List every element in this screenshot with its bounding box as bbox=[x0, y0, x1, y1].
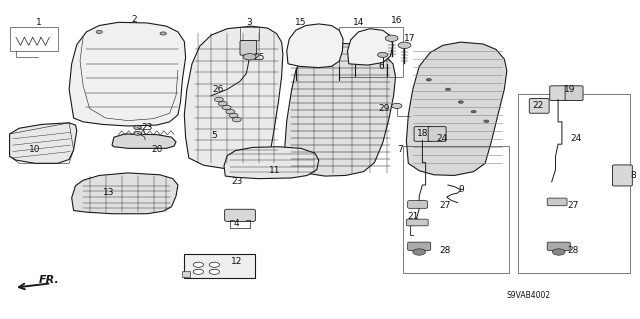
Circle shape bbox=[209, 269, 220, 274]
Polygon shape bbox=[285, 43, 396, 176]
Text: 15: 15 bbox=[295, 18, 307, 27]
Polygon shape bbox=[287, 24, 343, 68]
FancyBboxPatch shape bbox=[612, 165, 632, 186]
Circle shape bbox=[232, 117, 241, 122]
Text: 24: 24 bbox=[570, 134, 582, 143]
FancyBboxPatch shape bbox=[547, 242, 570, 250]
Polygon shape bbox=[69, 22, 186, 126]
Text: 13: 13 bbox=[103, 189, 115, 197]
Text: 2: 2 bbox=[132, 15, 137, 24]
Text: 14: 14 bbox=[353, 18, 364, 27]
Bar bbox=[240, 27, 259, 40]
Polygon shape bbox=[112, 134, 176, 148]
Circle shape bbox=[385, 35, 398, 41]
Text: 5: 5 bbox=[212, 131, 217, 140]
Text: 11: 11 bbox=[269, 166, 281, 175]
Text: 27: 27 bbox=[567, 201, 579, 210]
Bar bbox=[10, 27, 58, 51]
Circle shape bbox=[209, 262, 220, 267]
Bar bbox=[518, 94, 630, 273]
Text: 12: 12 bbox=[231, 257, 243, 266]
Bar bbox=[182, 271, 190, 277]
Text: 28: 28 bbox=[567, 246, 579, 255]
Text: 18: 18 bbox=[417, 130, 428, 138]
Text: 8: 8 bbox=[631, 171, 636, 180]
Polygon shape bbox=[72, 173, 178, 214]
Bar bbox=[403, 146, 509, 273]
Circle shape bbox=[484, 120, 489, 122]
Circle shape bbox=[96, 30, 102, 33]
Text: 17: 17 bbox=[404, 34, 415, 43]
Circle shape bbox=[552, 249, 565, 255]
Bar bbox=[184, 254, 255, 278]
Text: 3: 3 bbox=[247, 18, 252, 27]
Text: 25: 25 bbox=[253, 53, 265, 62]
Polygon shape bbox=[406, 42, 507, 175]
Polygon shape bbox=[348, 29, 393, 65]
FancyBboxPatch shape bbox=[240, 41, 257, 55]
Circle shape bbox=[398, 42, 411, 48]
Text: S9VAB4002: S9VAB4002 bbox=[507, 291, 551, 300]
Circle shape bbox=[378, 52, 388, 57]
Circle shape bbox=[134, 126, 141, 130]
Text: FR.: FR. bbox=[38, 275, 59, 285]
Text: 23: 23 bbox=[141, 123, 153, 132]
Circle shape bbox=[214, 97, 223, 102]
Circle shape bbox=[413, 249, 426, 255]
Circle shape bbox=[160, 32, 166, 35]
Text: 26: 26 bbox=[212, 85, 223, 94]
Circle shape bbox=[229, 113, 238, 118]
Text: 9: 9 bbox=[458, 185, 463, 194]
FancyBboxPatch shape bbox=[408, 201, 428, 208]
Text: 24: 24 bbox=[436, 134, 447, 143]
Circle shape bbox=[222, 105, 231, 110]
FancyBboxPatch shape bbox=[406, 219, 428, 226]
Text: 16: 16 bbox=[391, 16, 403, 25]
Circle shape bbox=[218, 101, 227, 106]
Text: 22: 22 bbox=[532, 101, 543, 110]
Polygon shape bbox=[224, 147, 319, 179]
Text: 27: 27 bbox=[439, 201, 451, 210]
Text: 29: 29 bbox=[378, 104, 390, 113]
Circle shape bbox=[243, 54, 256, 60]
Polygon shape bbox=[184, 26, 283, 168]
Circle shape bbox=[193, 262, 204, 267]
Text: 19: 19 bbox=[564, 85, 575, 94]
FancyBboxPatch shape bbox=[547, 198, 567, 206]
FancyBboxPatch shape bbox=[408, 242, 431, 250]
FancyBboxPatch shape bbox=[225, 209, 255, 221]
FancyBboxPatch shape bbox=[414, 127, 432, 141]
Text: 21: 21 bbox=[407, 212, 419, 221]
Text: 28: 28 bbox=[439, 246, 451, 255]
Circle shape bbox=[392, 103, 402, 108]
Text: 20: 20 bbox=[151, 145, 163, 154]
Text: 23: 23 bbox=[231, 177, 243, 186]
Text: 6: 6 bbox=[378, 63, 383, 71]
Circle shape bbox=[458, 101, 463, 103]
FancyBboxPatch shape bbox=[428, 127, 446, 141]
Circle shape bbox=[445, 88, 451, 91]
Polygon shape bbox=[10, 123, 77, 163]
Circle shape bbox=[193, 269, 204, 274]
Circle shape bbox=[226, 109, 235, 114]
Text: 10: 10 bbox=[29, 145, 41, 154]
FancyBboxPatch shape bbox=[550, 86, 568, 100]
Circle shape bbox=[426, 78, 431, 81]
FancyBboxPatch shape bbox=[529, 99, 549, 113]
Bar bbox=[339, 27, 403, 77]
Circle shape bbox=[134, 131, 141, 135]
FancyBboxPatch shape bbox=[565, 86, 583, 100]
Circle shape bbox=[471, 110, 476, 113]
Text: 7: 7 bbox=[397, 145, 403, 154]
Text: 1: 1 bbox=[36, 18, 41, 27]
Text: 4: 4 bbox=[234, 219, 239, 228]
